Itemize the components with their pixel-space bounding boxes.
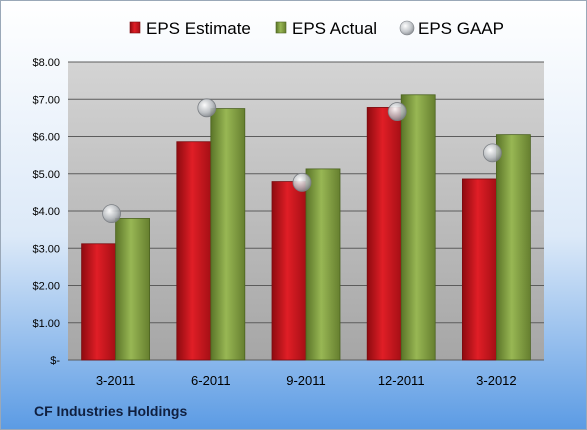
legend-swatch bbox=[275, 21, 287, 34]
y-tick-label: $6.00 bbox=[32, 132, 60, 144]
x-axis-ticks: 3-2011 6-2011 9-2011 12-2011 3-2012 bbox=[96, 373, 517, 388]
y-tick-label: $1.00 bbox=[32, 318, 60, 330]
bar-eps-actual bbox=[210, 108, 246, 361]
bar-eps-estimate bbox=[176, 141, 212, 361]
y-tick-label: $7.00 bbox=[32, 94, 60, 106]
y-tick-label: $3.00 bbox=[32, 243, 60, 255]
x-tick-label: 12-2011 bbox=[378, 373, 425, 388]
bar-eps-estimate bbox=[461, 178, 497, 361]
gaap-marker bbox=[292, 172, 312, 192]
gaap-marker bbox=[102, 204, 121, 224]
bars bbox=[81, 94, 531, 361]
gaap-marker bbox=[387, 102, 407, 121]
y-tick-label: $8.00 bbox=[32, 57, 60, 69]
bar-eps-actual bbox=[115, 218, 150, 361]
bar-eps-actual bbox=[400, 94, 436, 361]
x-tick-label: 3-2011 bbox=[96, 373, 136, 388]
y-tick-label: $4.00 bbox=[32, 206, 60, 218]
company-name: CF Industries Holdings bbox=[34, 403, 187, 419]
legend-label: EPS Estimate bbox=[146, 19, 251, 38]
gaap-marker bbox=[197, 98, 217, 118]
gaap-markers bbox=[102, 98, 502, 224]
x-tick-label: 9-2011 bbox=[286, 373, 326, 388]
legend: EPS Estimate EPS Actual EPS GAAP bbox=[129, 19, 504, 38]
y-tick-label: $5.00 bbox=[32, 169, 60, 181]
y-axis-ticks: $- $1.00 $2.00 $3.00 $4.00 $5.00 $6.00 $7.00 $8.… bbox=[32, 57, 60, 367]
gaap-marker bbox=[482, 143, 502, 163]
bar-eps-estimate bbox=[366, 107, 402, 361]
bar-eps-actual bbox=[305, 168, 341, 361]
bar-eps-estimate bbox=[81, 243, 116, 361]
y-tick-label: $2.00 bbox=[32, 281, 60, 293]
legend-label: EPS Actual bbox=[292, 19, 377, 38]
x-tick-label: 6-2011 bbox=[191, 373, 231, 388]
legend-swatch bbox=[399, 20, 415, 36]
bar-eps-estimate bbox=[271, 181, 307, 361]
bar-eps-actual bbox=[495, 134, 531, 361]
x-tick-label: 3-2012 bbox=[476, 373, 516, 388]
legend-swatch bbox=[129, 21, 141, 34]
legend-label: EPS GAAP bbox=[418, 19, 504, 38]
y-tick-label: $- bbox=[50, 355, 60, 367]
